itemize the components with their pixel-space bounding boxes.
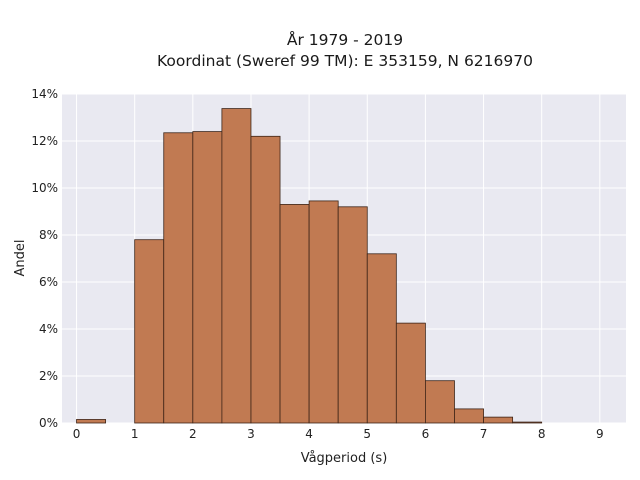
y-tick-label: 12% [31,134,58,148]
x-tick-label: 9 [596,427,604,441]
histogram-bar [454,408,484,424]
chart-title-line-1: År 1979 - 2019 [287,30,403,49]
y-tick-label: 0% [39,416,58,430]
y-tick-label: 8% [39,228,58,242]
y-axis-ticks: 0% 2% 4% 6% 8% 10% 12% 14% [31,87,58,430]
histogram-bar [134,239,165,424]
histogram-bar [337,206,368,424]
chart-title-line-2: Koordinat (Sweref 99 TM): E 353159, N 62… [157,52,533,70]
x-tick-label: 5 [363,427,371,441]
x-tick-label: 8 [538,427,546,441]
histogram-bar [308,200,339,424]
histogram-bar [483,416,514,424]
x-axis-ticks: 0 1 2 3 4 5 6 7 8 9 [73,427,604,441]
histogram-bar [221,108,252,424]
x-tick-label: 6 [422,427,430,441]
x-tick-label: 0 [73,427,81,441]
histogram-bar [250,135,281,424]
histogram-bars [76,108,543,424]
y-axis-label: Andel [13,240,28,277]
y-tick-label: 14% [31,87,58,101]
x-tick-label: 4 [305,427,313,441]
histogram-bar [279,204,310,424]
y-tick-label: 6% [39,275,58,289]
y-tick-label: 4% [39,322,58,336]
histogram-bar [512,421,543,424]
histogram-bar [366,253,397,424]
x-tick-label: 3 [247,427,255,441]
histogram-bar [395,322,426,424]
histogram-bar [76,419,107,424]
histogram-bar [425,380,455,424]
histogram-bar [163,132,194,424]
x-tick-label: 2 [189,427,197,441]
x-tick-label: 1 [131,427,139,441]
histogram-bar [192,131,223,424]
x-tick-label: 7 [480,427,488,441]
x-axis-label: Vågperiod (s) [301,451,388,466]
y-tick-label: 2% [39,369,58,383]
y-tick-label: 10% [31,181,58,195]
